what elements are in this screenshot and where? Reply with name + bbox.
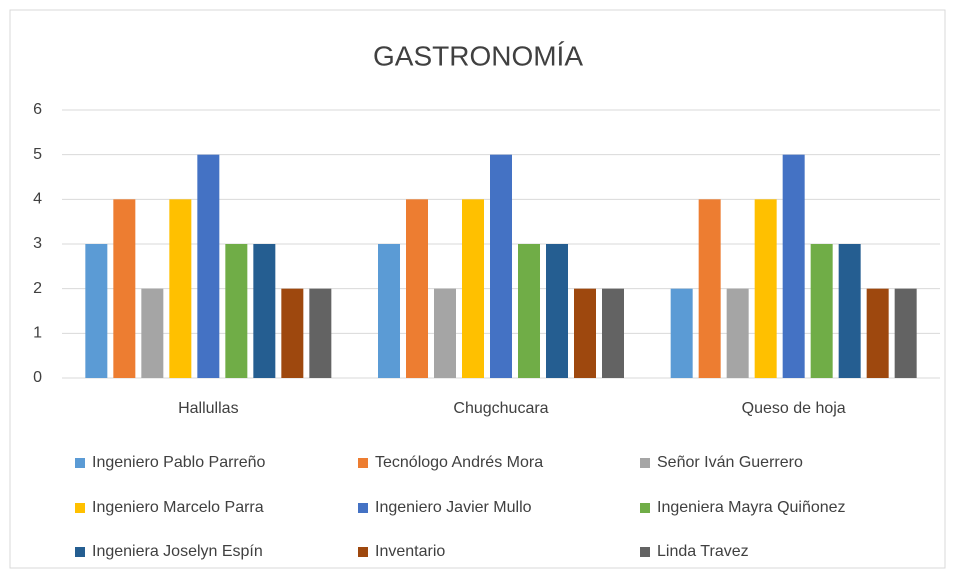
bar [225, 244, 248, 378]
bar [169, 199, 192, 378]
y-tick-label: 5 [33, 146, 42, 163]
bar [378, 244, 400, 378]
bar [85, 244, 108, 378]
bar [253, 244, 276, 378]
bar [698, 199, 721, 378]
y-tick-label: 2 [33, 280, 42, 297]
bar [197, 154, 220, 378]
legend-swatch [358, 503, 368, 513]
x-tick-label: Hallullas [178, 400, 238, 417]
bar [602, 288, 624, 378]
chart-title: GASTRONOMÍA [373, 40, 583, 71]
bar [574, 288, 596, 378]
legend-swatch [358, 547, 368, 557]
legend-label: Ingeniero Javier Mullo [375, 499, 532, 516]
bar [281, 288, 304, 378]
bar [113, 199, 136, 378]
bar [406, 199, 428, 378]
x-tick-label: Queso de hoja [742, 400, 846, 417]
legend-swatch [358, 458, 368, 468]
bar [462, 199, 484, 378]
legend-label: Linda Travez [657, 543, 749, 560]
bar [141, 288, 164, 378]
bar [782, 154, 805, 378]
bar [490, 154, 512, 378]
bar [726, 288, 749, 378]
legend-label: Ingeniera Mayra Quiñonez [657, 499, 846, 516]
bar [309, 288, 332, 378]
legend-swatch [640, 547, 650, 557]
bar [518, 244, 540, 378]
y-tick-label: 3 [33, 235, 42, 252]
legend-label: Ingeniera Joselyn Espín [92, 543, 263, 560]
legend-label: Ingeniero Marcelo Parra [92, 499, 264, 516]
y-tick-label: 0 [33, 369, 42, 386]
y-tick-label: 4 [33, 191, 42, 208]
legend-label: Señor Iván Guerrero [657, 454, 803, 471]
legend-label: Inventario [375, 543, 445, 560]
bar [670, 288, 693, 378]
bar [434, 288, 456, 378]
x-tick-label: Chugchucara [453, 400, 548, 417]
legend-swatch [75, 547, 85, 557]
y-tick-label: 6 [33, 101, 42, 118]
legend-swatch [640, 503, 650, 513]
bar [866, 288, 889, 378]
bar [810, 244, 833, 378]
legend-swatch [75, 503, 85, 513]
legend-label: Tecnólogo Andrés Mora [375, 454, 543, 471]
bar [754, 199, 777, 378]
bar [838, 244, 861, 378]
y-tick-label: 1 [33, 325, 42, 342]
legend-label: Ingeniero Pablo Parreño [92, 454, 266, 471]
bar [546, 244, 568, 378]
legend-swatch [75, 458, 85, 468]
legend-swatch [640, 458, 650, 468]
bar [894, 288, 917, 378]
